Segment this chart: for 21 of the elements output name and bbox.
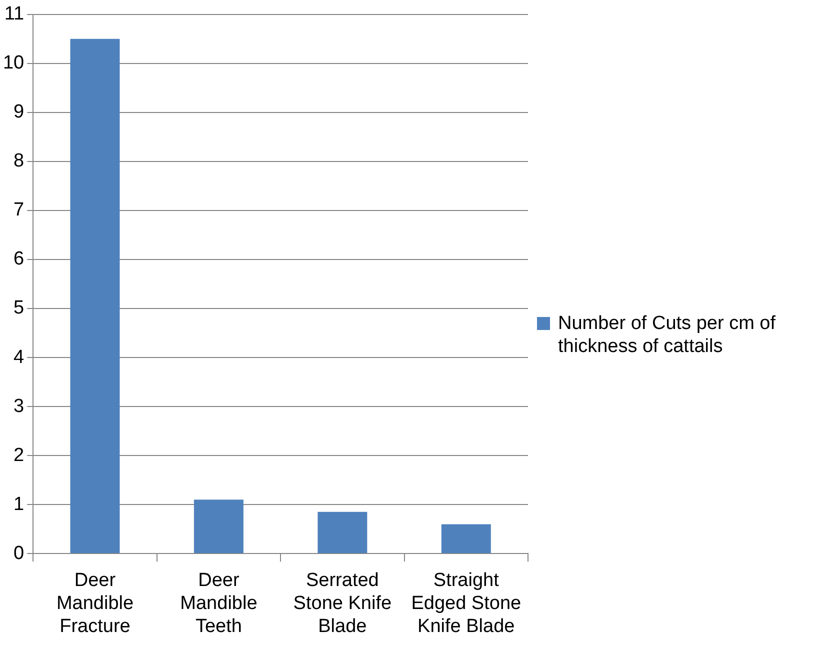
y-tick-label: 1 xyxy=(14,494,24,515)
y-tick-label: 6 xyxy=(14,248,24,270)
y-tick-label: 7 xyxy=(14,200,24,221)
bar xyxy=(70,38,120,554)
y-tick-label: 0 xyxy=(14,542,24,564)
y-tick-label: 8 xyxy=(14,150,24,172)
y-tick-label: 2 xyxy=(14,444,24,466)
y-tick-label: 11 xyxy=(4,4,24,25)
bar xyxy=(194,500,244,554)
y-tick-label: 4 xyxy=(14,346,25,368)
y-tick-label: 3 xyxy=(14,396,24,417)
y-tick-label: 5 xyxy=(14,298,24,319)
bar xyxy=(441,524,491,554)
y-tick-label: 10 xyxy=(2,52,24,74)
bar xyxy=(318,512,368,554)
y-tick-label: 9 xyxy=(14,102,24,123)
x-tick-label: Straight Edged Stone Knife Blade xyxy=(411,570,522,637)
legend-label: Number of Cuts per cm of thickness of cattails xyxy=(558,312,777,358)
x-tick-label: Serrated Stone Knife Blade xyxy=(293,570,392,637)
x-tick-label: Deer Mandible Teeth xyxy=(180,570,258,637)
x-tick-label: Deer Mandible Fracture xyxy=(56,570,134,637)
